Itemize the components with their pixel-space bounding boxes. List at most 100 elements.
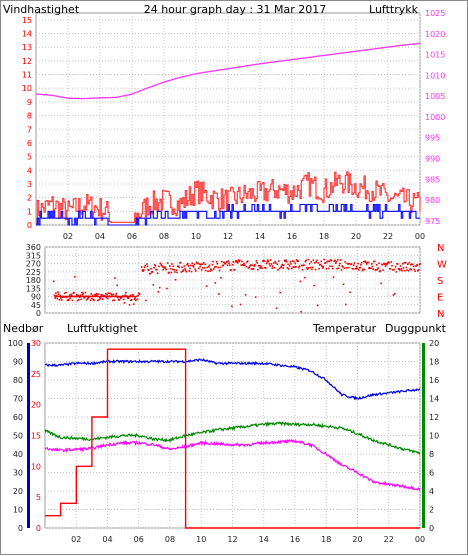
direction-point (248, 266, 250, 269)
direction-point (53, 294, 56, 297)
x-tick-label: 06 (134, 535, 144, 544)
direction-point (338, 264, 341, 267)
direction-point (341, 265, 343, 267)
x-tick-label: 20 (352, 535, 362, 544)
direction-point (198, 263, 201, 265)
climate-lines (44, 348, 421, 529)
pressure-tick: 1015 (425, 51, 445, 60)
temperature-axis-ticks: 0 2 4 6 8 10 12 14 16 18 20 (422, 339, 439, 533)
direction-point (186, 264, 188, 266)
direction-point (230, 269, 232, 271)
direction-point (200, 263, 202, 266)
direction-point (71, 294, 73, 297)
direction-point (404, 261, 407, 264)
wind-speed-tick: 11 (22, 71, 32, 80)
direction-point (312, 259, 315, 261)
direction-point (169, 265, 171, 267)
direction-point (156, 272, 159, 274)
direction-point (383, 263, 386, 266)
direction-point (140, 266, 143, 268)
pressure-tick: 1025 (425, 9, 445, 18)
direction-point (322, 266, 325, 268)
direction-point (58, 293, 60, 295)
wind-speed-tick: 9 (27, 98, 32, 107)
direction-point (169, 267, 172, 270)
direction-point (213, 268, 215, 270)
direction-point (231, 305, 233, 308)
climate-grid (45, 342, 421, 529)
direction-tick: 0 (36, 309, 41, 318)
direction-point (340, 269, 343, 271)
direction-point (277, 260, 280, 262)
direction-point (115, 292, 118, 295)
temperature-tick: 8 (429, 450, 434, 459)
wind-speed-tick: 4 (27, 166, 32, 175)
direction-point (370, 267, 372, 270)
direction-point (202, 262, 205, 264)
humidity-tick: 20 (31, 401, 41, 410)
direction-point (350, 263, 353, 265)
direction-point (215, 261, 218, 263)
direction-point (340, 259, 342, 261)
direction-point (208, 265, 210, 268)
dewpoint-label: Duggpunkt (385, 322, 447, 335)
direction-point (318, 267, 320, 270)
direction-point (268, 263, 271, 265)
direction-point (314, 262, 316, 264)
direction-point (239, 303, 242, 306)
direction-point (60, 299, 63, 301)
pressure-tick: 980 (425, 196, 440, 205)
direction-point (84, 291, 87, 294)
direction-point (412, 265, 415, 268)
direction-point (201, 263, 204, 265)
direction-point (291, 260, 294, 262)
direction-point (290, 267, 293, 270)
direction-point (231, 263, 234, 266)
direction-point (213, 266, 216, 268)
direction-point (292, 266, 294, 268)
direction-point (246, 260, 249, 262)
direction-point (254, 296, 257, 298)
direction-point (265, 262, 268, 265)
direction-point (182, 270, 184, 272)
direction-point (157, 291, 160, 293)
precip-tick: 70 (13, 395, 23, 404)
direction-point (401, 269, 403, 272)
humidity-label: Luftfuktighet (67, 322, 138, 335)
direction-point (190, 264, 192, 267)
direction-point (413, 268, 416, 271)
direction-point (323, 258, 325, 261)
direction-point (267, 259, 269, 261)
direction-point (367, 261, 369, 264)
direction-point (306, 268, 309, 271)
direction-point (376, 268, 379, 271)
wind-pressure-lines (35, 42, 421, 226)
direction-point (362, 268, 364, 270)
direction-point (176, 271, 178, 274)
x-tick-label: 14 (259, 535, 269, 544)
direction-point (185, 271, 188, 273)
direction-point (227, 260, 230, 262)
direction-point (226, 264, 229, 266)
direction-point (165, 268, 167, 271)
direction-point (417, 270, 419, 272)
direction-point (166, 262, 169, 264)
direction-point (236, 262, 239, 264)
pressure-tick: 1005 (425, 92, 445, 101)
direction-point (71, 299, 74, 302)
direction-tick: 225 (26, 268, 41, 277)
direction-point (124, 294, 126, 296)
precip-axis-bar (27, 343, 30, 528)
x-tick-label: 16 (287, 232, 297, 241)
direction-point (303, 276, 306, 279)
wind-mean-line (36, 203, 420, 226)
precip-tick: 60 (13, 413, 23, 422)
direction-point (92, 298, 95, 301)
humidity-tick: 25 (31, 370, 41, 379)
x-tick-label: 18 (319, 232, 329, 241)
direction-point (217, 266, 219, 269)
temperature-tick: 10 (429, 432, 439, 441)
direction-point (144, 264, 147, 267)
